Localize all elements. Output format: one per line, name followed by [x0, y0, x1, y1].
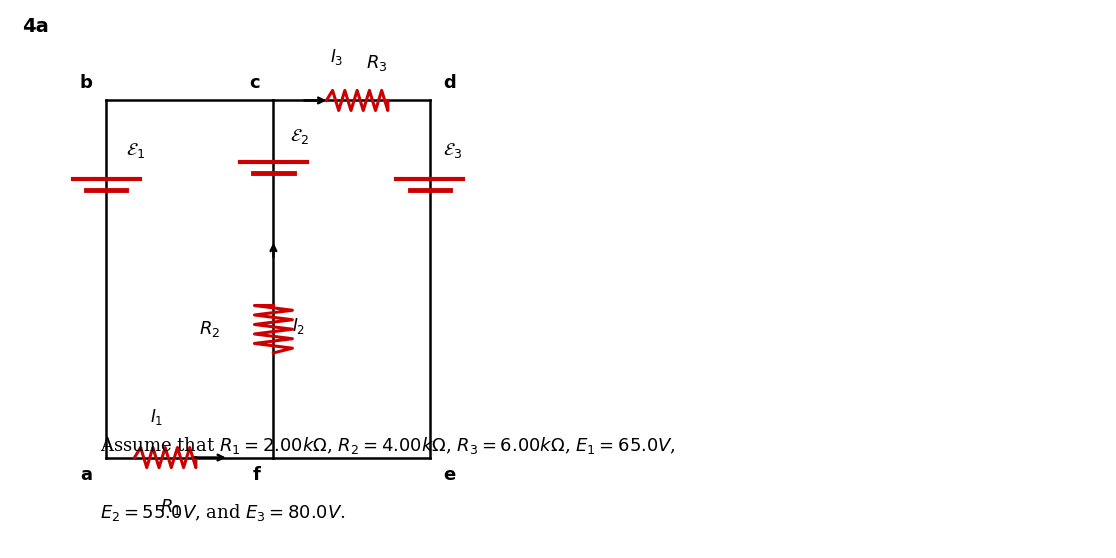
- Text: $\mathcal{E}_2$: $\mathcal{E}_2$: [290, 127, 309, 146]
- Text: $R_2$: $R_2$: [199, 319, 220, 339]
- Text: $R_1$: $R_1$: [160, 497, 182, 517]
- Text: c: c: [249, 74, 260, 92]
- Text: b: b: [79, 74, 93, 92]
- Text: $I_1$: $I_1$: [150, 407, 163, 427]
- Text: $E_2 = 55.0V$, and $E_3 = 80.0V$.: $E_2 = 55.0V$, and $E_3 = 80.0V$.: [100, 502, 346, 523]
- Text: Assume that $R_1 = 2.00k\Omega$, $R_2 = 4.00k\Omega$, $R_3 = 6.00k\Omega$, $E_1 : Assume that $R_1 = 2.00k\Omega$, $R_2 = …: [100, 435, 676, 456]
- Text: $I_3$: $I_3$: [330, 47, 344, 67]
- Text: $R_3$: $R_3$: [366, 52, 387, 73]
- Text: 4a: 4a: [22, 17, 49, 36]
- Text: $I_2$: $I_2$: [292, 316, 306, 336]
- Text: $\mathcal{E}_3$: $\mathcal{E}_3$: [443, 141, 462, 160]
- Text: f: f: [252, 466, 260, 484]
- Text: d: d: [443, 74, 455, 92]
- Text: e: e: [443, 466, 455, 484]
- Text: $\mathcal{E}_1$: $\mathcal{E}_1$: [126, 141, 145, 160]
- Text: a: a: [80, 466, 93, 484]
